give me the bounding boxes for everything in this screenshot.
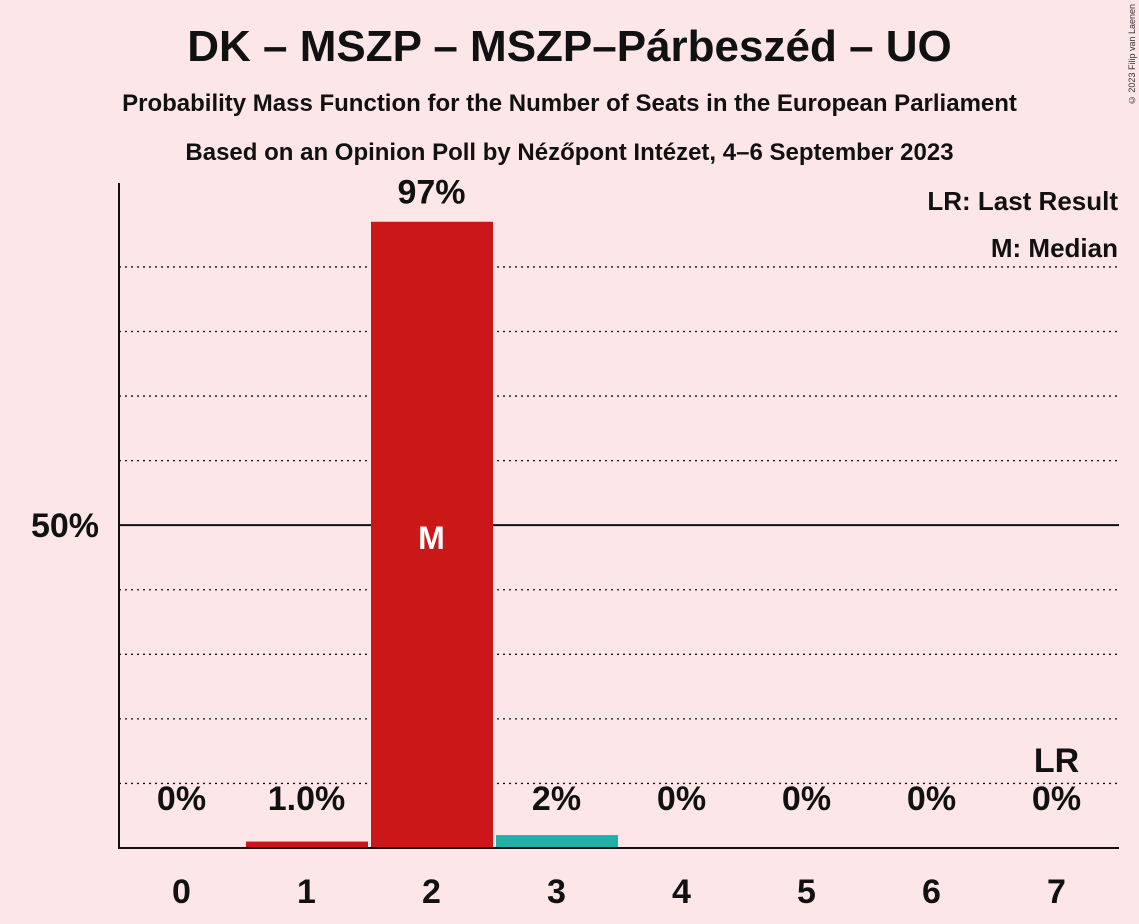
x-tick-label-2: 2 — [422, 873, 441, 911]
data-label-0: 0% — [157, 780, 206, 818]
chart-subtitle-2: Based on an Opinion Poll by Nézőpont Int… — [185, 139, 954, 166]
x-tick-label-6: 6 — [922, 873, 941, 911]
bar-3 — [496, 835, 618, 848]
legend-last-result: LR: Last Result — [927, 186, 1118, 216]
x-tick-label-0: 0 — [172, 873, 191, 911]
data-label-7: 0% — [1032, 780, 1081, 818]
data-label-6: 0% — [907, 780, 956, 818]
x-tick-label-5: 5 — [797, 873, 816, 911]
x-tick-label-7: 7 — [1047, 873, 1066, 911]
y-tick-label-50: 50% — [31, 507, 99, 545]
bars — [246, 221, 618, 849]
x-tick-label-4: 4 — [672, 873, 691, 911]
bar-2 — [371, 221, 493, 849]
median-marker: M — [418, 520, 445, 556]
data-label-2: 97% — [397, 174, 465, 212]
chart-title: DK – MSZP – MSZP–Párbeszéd – UO — [187, 22, 952, 71]
legend-median: M: Median — [991, 233, 1118, 263]
labels: 50%0%01.0%197%2M2%30%40%50%60%7LR — [31, 174, 1081, 911]
x-tick-label-1: 1 — [297, 873, 316, 911]
data-label-5: 0% — [782, 780, 831, 818]
data-label-1: 1.0% — [268, 780, 346, 818]
grid-lines — [119, 266, 1119, 785]
chart-subtitle-1: Probability Mass Function for the Number… — [122, 90, 1017, 117]
last-result-marker: LR — [1034, 742, 1079, 780]
x-tick-label-3: 3 — [547, 873, 566, 911]
data-label-3: 2% — [532, 780, 581, 818]
bar-1 — [246, 841, 368, 848]
data-label-4: 0% — [657, 780, 706, 818]
